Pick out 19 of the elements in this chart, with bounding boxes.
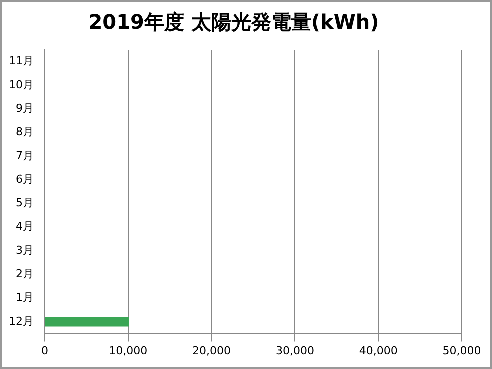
- y-tick-label: 6月: [16, 172, 34, 186]
- x-tick-label: 50,000: [442, 344, 482, 358]
- y-tick-label: 12月: [8, 314, 34, 328]
- x-tick-label: 20,000: [192, 344, 232, 358]
- y-tick-label: 8月: [16, 126, 34, 139]
- y-tick-label: 7月: [16, 149, 34, 162]
- x-tick-label: 30,000: [276, 344, 314, 358]
- x-tick-label: 40,000: [359, 344, 398, 358]
- y-tick-label: 2月: [16, 268, 34, 281]
- x-tick-label: 0: [41, 344, 48, 358]
- y-tick-label: 4月: [16, 220, 34, 234]
- y-tick-label: 11月: [8, 54, 34, 68]
- x-tick-label: 10,000: [109, 344, 148, 358]
- y-tick-label: 5月: [16, 196, 34, 210]
- y-tick-label: 10月: [8, 78, 34, 92]
- y-tick-label: 1月: [16, 291, 34, 304]
- y-tick-label: 9月: [16, 102, 34, 115]
- chart-title: 2019年度 太陽光発電量(kWh): [88, 10, 380, 34]
- y-tick-label: 3月: [16, 244, 34, 257]
